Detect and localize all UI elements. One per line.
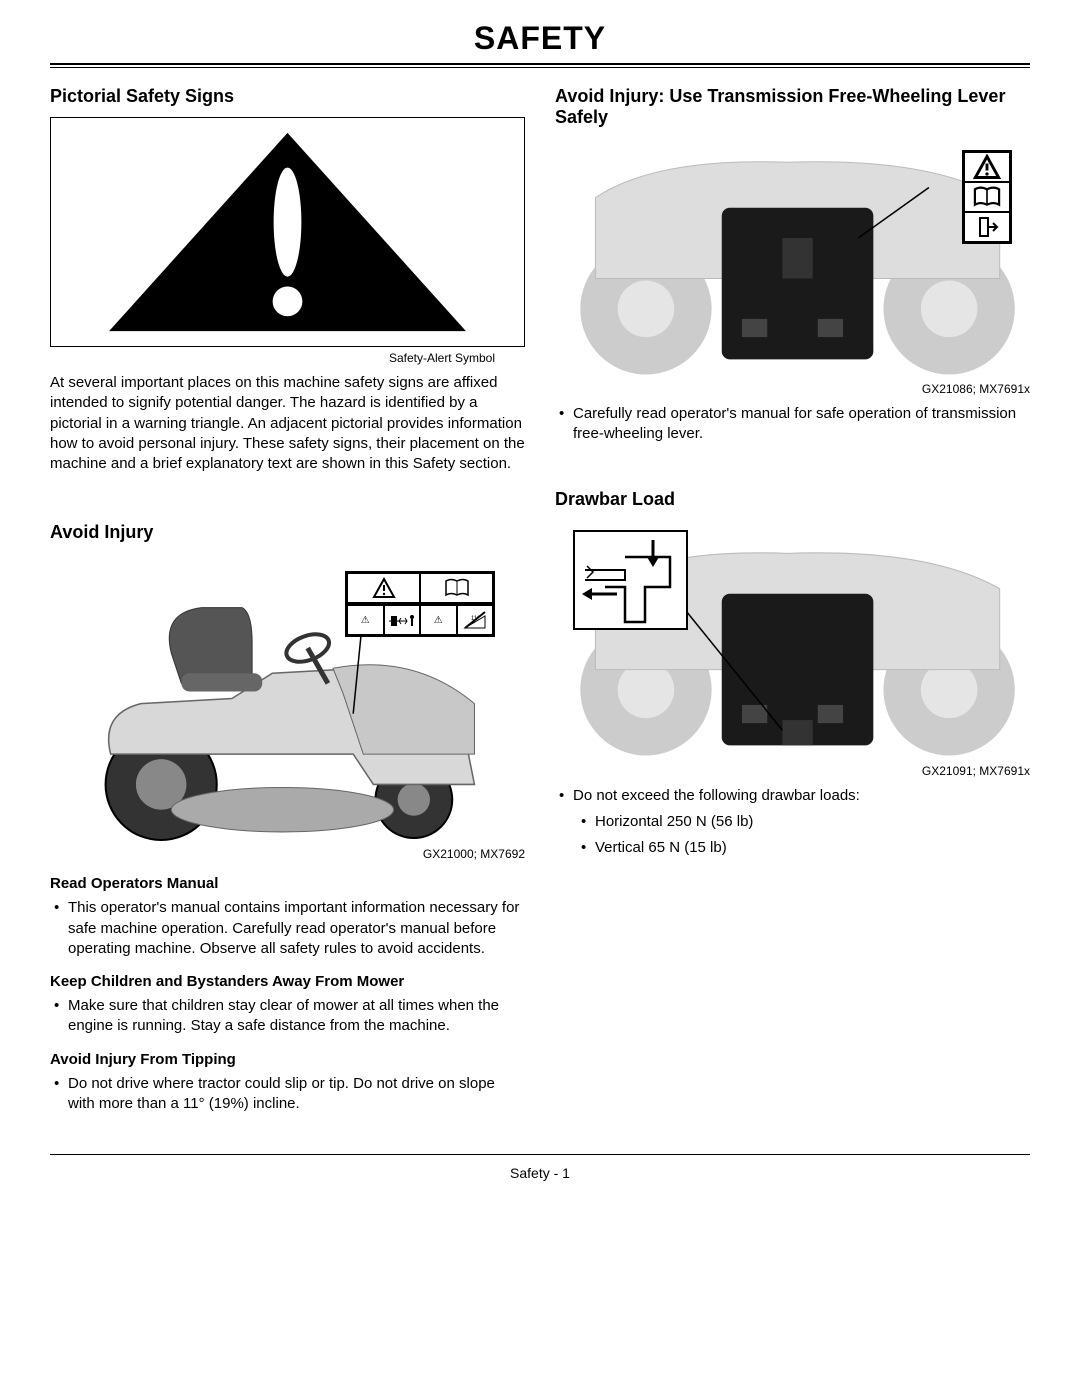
bystander-distance-icon	[384, 605, 421, 635]
safety-alert-triangle-icon	[51, 118, 524, 346]
drawbar-intro-text: Do not exceed the following drawbar load…	[573, 787, 860, 804]
list-item: Do not drive where tractor could slip or…	[50, 1074, 525, 1115]
heading-transmission-lever: Avoid Injury: Use Transmission Free-Whee…	[555, 86, 1030, 128]
left-column: Pictorial Safety Signs Safety-Alert Symb…	[50, 86, 525, 1124]
warning-triangle-icon	[347, 573, 420, 603]
manual-book-icon	[420, 573, 493, 603]
figure-drawbar-load	[555, 520, 1030, 760]
list-item: Do not exceed the following drawbar load…	[555, 786, 1030, 859]
tipping-warning-icon: ⚠	[420, 605, 457, 635]
list-item: Horizontal 250 N (56 lb)	[573, 812, 1030, 832]
safety-label-panel-vertical	[962, 150, 1012, 244]
list-item: Vertical 65 N (15 lb)	[573, 838, 1030, 858]
manual-book-icon	[964, 182, 1010, 212]
subhead-avoid-tipping: Avoid Injury From Tipping	[50, 1051, 525, 1068]
list-item: Make sure that children stay clear of mo…	[50, 996, 525, 1037]
bullets-read-manual: This operator's manual contains importan…	[50, 898, 525, 959]
page-title: SAFETY	[50, 20, 1030, 63]
page-footer: Safety - 1	[50, 1154, 1030, 1181]
drawbar-load-diagram	[573, 530, 688, 630]
figure-transmission-lever	[555, 138, 1030, 378]
subhead-read-manual: Read Operators Manual	[50, 875, 525, 892]
heading-avoid-injury: Avoid Injury	[50, 522, 525, 543]
tractor-rear-illustration-1	[555, 138, 1030, 378]
footer-text: Safety - 1	[510, 1165, 570, 1181]
bullets-keep-children-away: Make sure that children stay clear of mo…	[50, 996, 525, 1037]
no-slope-icon: 11°	[457, 605, 494, 635]
figure-tractor-avoid-injury: ⚠ ⚠ 11°	[50, 553, 525, 843]
pictorial-safety-body: At several important places on this mach…	[50, 373, 525, 474]
list-item: Carefully read operator's manual for saf…	[555, 404, 1030, 445]
load-arrows-icon	[575, 532, 686, 628]
caption-safety-alert: Safety-Alert Symbol	[50, 351, 525, 365]
heading-pictorial-safety: Pictorial Safety Signs	[50, 86, 525, 107]
caption-drawbar-figure: GX21091; MX7691x	[555, 764, 1030, 778]
heading-drawbar-load: Drawbar Load	[555, 489, 1030, 510]
bullets-avoid-tipping: Do not drive where tractor could slip or…	[50, 1074, 525, 1115]
warning-triangle-icon	[964, 152, 1010, 182]
caption-transmission-figure: GX21086; MX7691x	[555, 382, 1030, 396]
safety-label-panel: ⚠ ⚠ 11°	[345, 571, 495, 637]
content-columns: Pictorial Safety Signs Safety-Alert Symb…	[50, 86, 1030, 1124]
list-item: This operator's manual contains importan…	[50, 898, 525, 959]
subhead-keep-children-away: Keep Children and Bystanders Away From M…	[50, 973, 525, 990]
title-rule	[50, 63, 1030, 68]
bullets-transmission: Carefully read operator's manual for saf…	[555, 404, 1030, 445]
figure-safety-alert-symbol	[50, 117, 525, 347]
right-column: Avoid Injury: Use Transmission Free-Whee…	[555, 86, 1030, 1124]
caption-avoid-injury-figure: GX21000; MX7692	[50, 847, 525, 861]
slope-warning-icon: ⚠	[347, 605, 384, 635]
svg-text:11°: 11°	[471, 616, 480, 622]
lever-direction-icon	[964, 212, 1010, 242]
bullets-drawbar: Do not exceed the following drawbar load…	[555, 786, 1030, 859]
